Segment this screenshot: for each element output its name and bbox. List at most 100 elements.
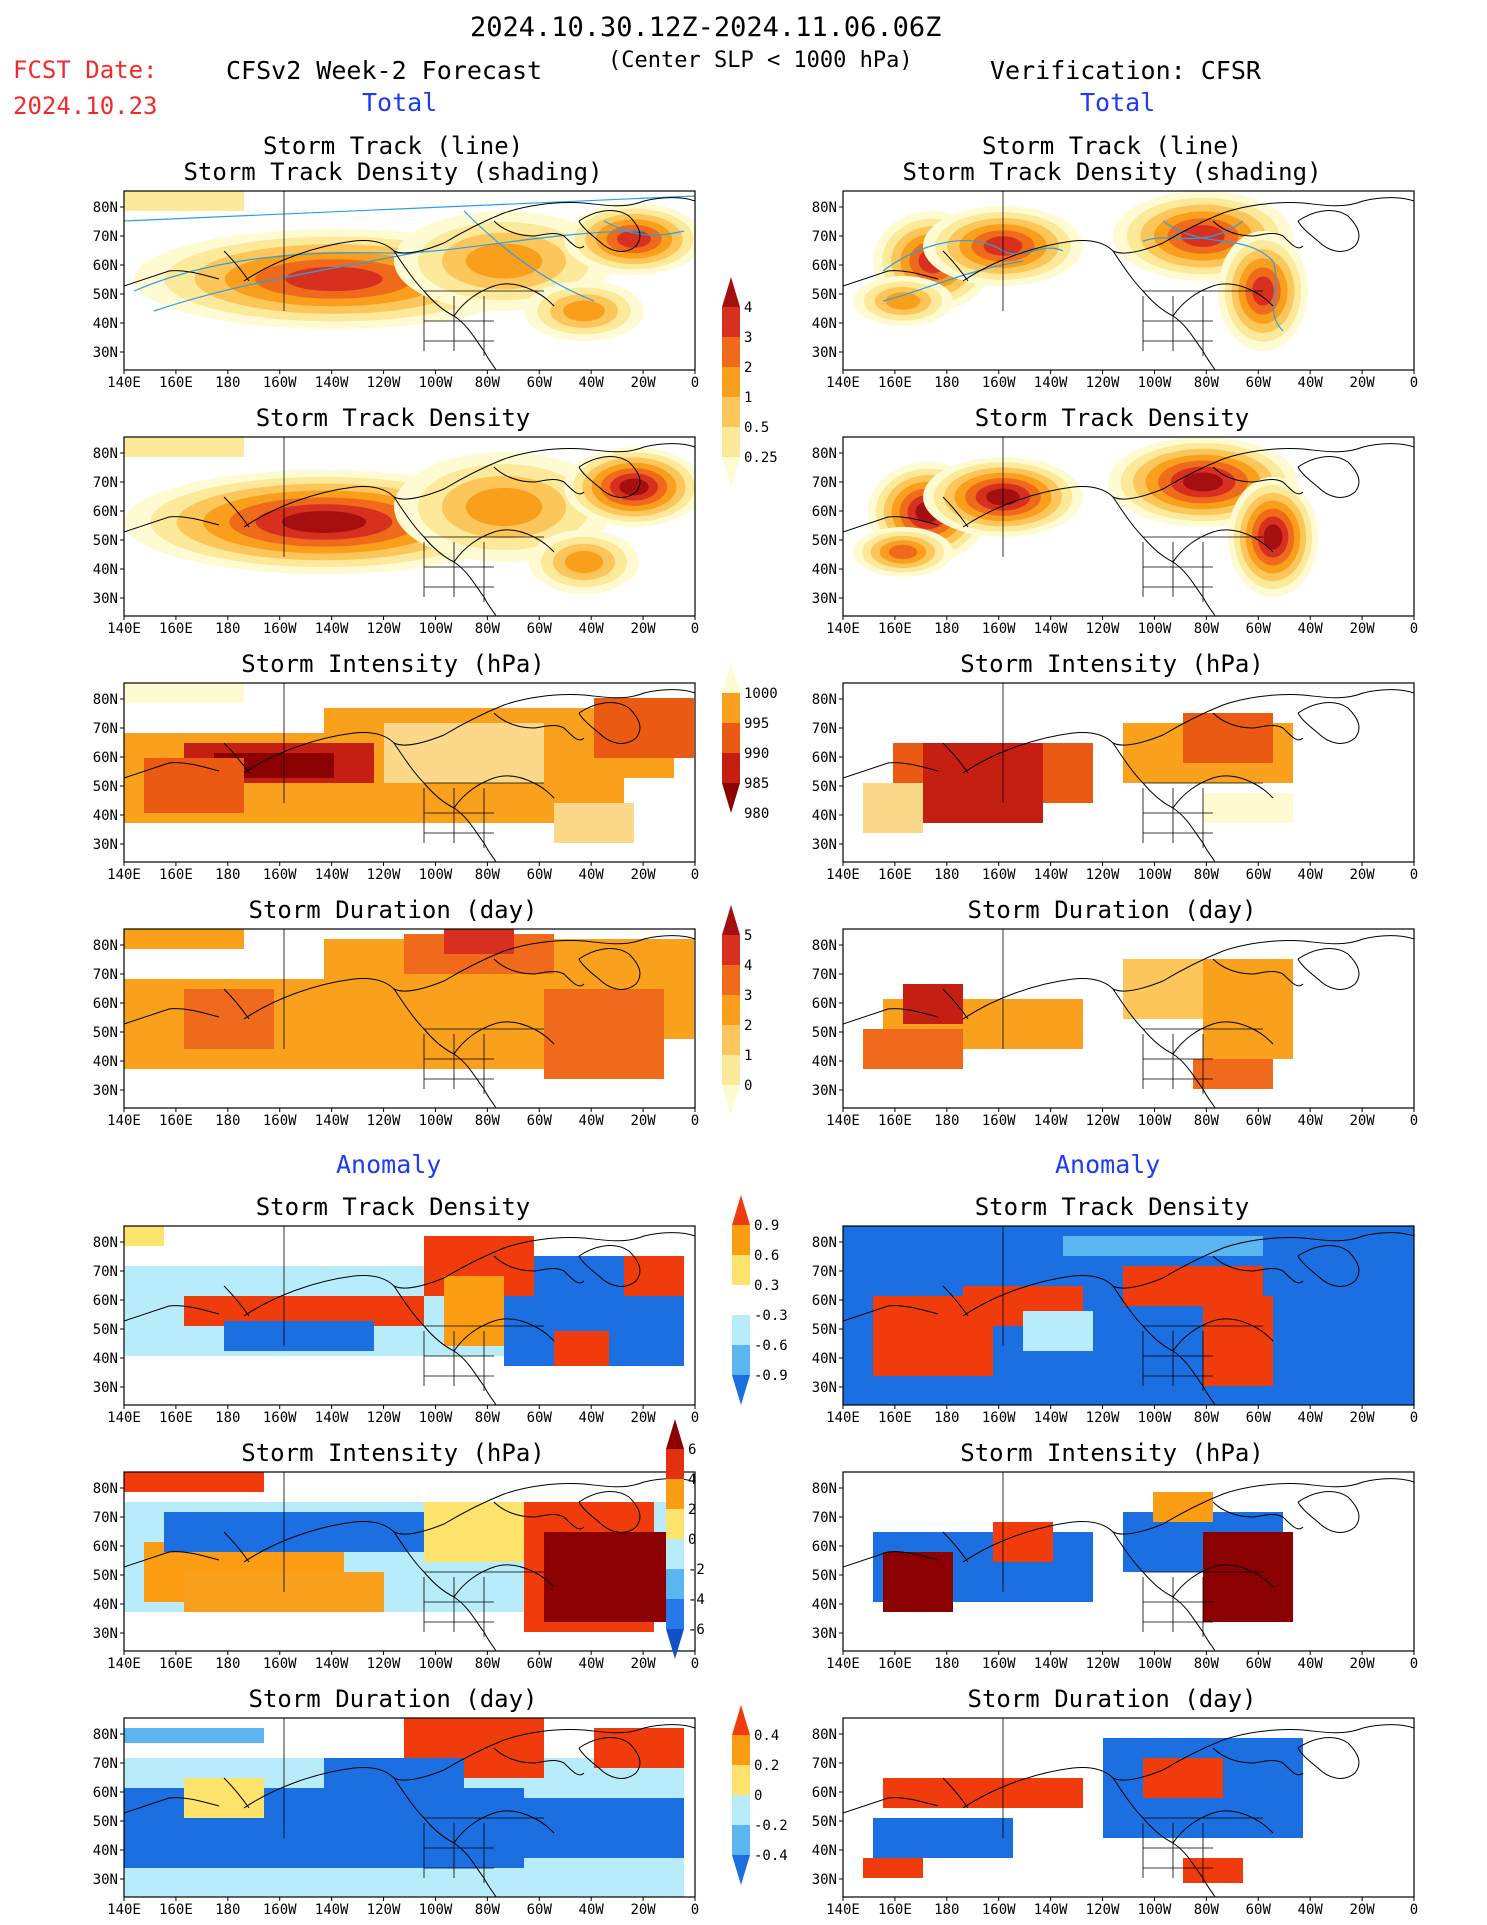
lat-tick-label: 70N [93, 1510, 118, 1526]
colorbar-label: 6 [688, 1442, 696, 1458]
coastlines [843, 929, 1414, 1108]
lon-tick-label: 60W [527, 1410, 553, 1426]
lat-tick-label: 50N [812, 1814, 837, 1830]
coastlines [124, 437, 695, 616]
lat-tick-label: 60N [812, 504, 837, 520]
left-anom-intensity-title: Storm Intensity (hPa) [241, 1439, 545, 1467]
right-anom-intensity-map: 140E 160E 180 160W 140W 120W 100W 80W 60W 40W 20W 0… [809, 1471, 1424, 1677]
lat-tick-label: 60N [93, 1293, 118, 1309]
lon-tick-label: 40W [579, 375, 605, 391]
lat-tick-label: 40N [93, 1054, 118, 1070]
left-density-map: 140E 160E 180 160W 140W 120W 100W 80W 60W 40W 20W 0… [90, 436, 705, 642]
lon-tick-label: 160W [263, 621, 297, 637]
lat-tick-label: 50N [93, 1025, 118, 1041]
lat-tick-label: 30N [93, 591, 118, 607]
lat-tick-label: 50N [93, 779, 118, 795]
lon-tick-label: 120W [367, 375, 401, 391]
left-track-map: 140E 160E 180 160W 140W 120W 100W 80W 60W 40W 20W 0… [90, 190, 705, 396]
field-shading [124, 683, 694, 843]
lon-tick-label: 160W [263, 1902, 297, 1918]
colorbar-label: -2 [688, 1562, 705, 1578]
lon-tick-label: 20W [630, 1113, 656, 1129]
colorbar-label: 1 [744, 1048, 752, 1064]
lat-tick-label: 30N [812, 1872, 837, 1888]
lon-tick-label: 100W [419, 867, 453, 883]
lon-tick-label: 100W [1138, 1113, 1172, 1129]
colorbar-label: 980 [744, 806, 769, 822]
left-intensity-map: 140E 160E 180 160W 140W 120W 100W 80W 60W 40W 20W 0… [90, 682, 705, 888]
colorbar-swatch [732, 1345, 750, 1375]
lon-tick-label: 180 [934, 867, 959, 883]
coastlines [124, 1472, 695, 1651]
right-duration-title: Storm Duration (day) [967, 896, 1257, 924]
right-track-shading-title: Storm Track Density (shading) [902, 158, 1322, 186]
map-svg: 140E 160E 180 160W 140W 120W 100W 80W 60W 40W 20W 0… [812, 1225, 1418, 1426]
lon-tick-label: 80W [1194, 867, 1220, 883]
lon-tick-label: 0 [1410, 1902, 1418, 1918]
lon-tick-label: 160W [263, 867, 297, 883]
lat-tick-label: 50N [812, 287, 837, 303]
colorbar-label: 4 [744, 300, 752, 316]
left-anom-intensity-map: 140E 160E 180 160W 140W 120W 100W 80W 60W 40W 20W 0… [90, 1471, 705, 1677]
lon-tick-label: 180 [215, 1410, 240, 1426]
lon-tick-label: 60W [1246, 867, 1272, 883]
lat-tick-label: 30N [93, 1626, 118, 1642]
fcst-date-label: FCST Date: [13, 56, 158, 84]
coastlines [124, 1718, 695, 1897]
lat-tick-label: 60N [93, 504, 118, 520]
colorbar-swatch [722, 277, 740, 307]
lat-tick-label: 80N [812, 1235, 837, 1251]
left-intensity-title: Storm Intensity (hPa) [241, 650, 545, 678]
colorbar-swatch [722, 457, 740, 487]
lat-tick-label: 40N [812, 1597, 837, 1613]
colorbar-label: 1 [744, 390, 752, 406]
lon-tick-label: 20W [630, 1902, 656, 1918]
coastlines [124, 191, 695, 370]
colorbar-swatch [722, 753, 740, 783]
lon-tick-label: 100W [419, 1902, 453, 1918]
colorbar-label: 0.5 [744, 420, 769, 436]
lat-tick-label: 80N [812, 200, 837, 216]
lat-tick-label: 40N [812, 1843, 837, 1859]
colorbar-swatch [722, 783, 740, 813]
lat-tick-label: 70N [93, 475, 118, 491]
colorbar-swatch [722, 965, 740, 995]
lon-tick-label: 180 [215, 375, 240, 391]
density-anom-colorbar: 0.9 0.6 0.3 -0.3 -0.6 -0.9 [732, 1180, 802, 1424]
lon-tick-label: 140E [826, 1113, 860, 1129]
lat-tick-label: 50N [93, 1814, 118, 1830]
lon-tick-label: 100W [419, 1113, 453, 1129]
lon-tick-label: 100W [1138, 1902, 1172, 1918]
lon-tick-label: 140E [107, 867, 141, 883]
criterion-subtitle: (Center SLP < 1000 hPa) [608, 48, 913, 73]
lon-tick-label: 60W [1246, 1410, 1272, 1426]
lon-tick-label: 40W [1298, 1902, 1324, 1918]
lon-tick-label: 0 [691, 1902, 699, 1918]
lon-tick-label: 140E [107, 621, 141, 637]
lon-tick-label: 20W [1349, 867, 1375, 883]
lon-tick-label: 160E [878, 1902, 912, 1918]
lon-tick-label: 160E [159, 621, 193, 637]
colorbar-label: 0.3 [754, 1278, 779, 1294]
lat-tick-label: 80N [812, 692, 837, 708]
lon-tick-label: 160W [982, 1656, 1016, 1672]
colorbar-label: 0 [688, 1532, 696, 1548]
lon-tick-label: 180 [215, 1656, 240, 1672]
colorbar-label: 0.25 [744, 450, 778, 466]
coastlines [843, 191, 1414, 370]
lon-tick-label: 40W [579, 1656, 605, 1672]
lat-tick-label: 40N [93, 562, 118, 578]
lon-tick-label: 140W [1034, 1410, 1068, 1426]
lon-tick-label: 120W [367, 1656, 401, 1672]
lat-tick-label: 30N [812, 1626, 837, 1642]
lon-tick-label: 100W [419, 375, 453, 391]
lon-tick-label: 160E [159, 1410, 193, 1426]
intensity-anom-colorbar: 6 4 2 0 -2 -4 -6 [666, 1404, 736, 1678]
colorbar-swatch [732, 1765, 750, 1795]
lat-tick-label: 40N [812, 808, 837, 824]
lon-tick-label: 180 [215, 1113, 240, 1129]
lat-tick-label: 60N [93, 1539, 118, 1555]
lon-tick-label: 140W [315, 867, 349, 883]
lon-tick-label: 100W [1138, 621, 1172, 637]
colorbar-label: 0.9 [754, 1218, 779, 1234]
